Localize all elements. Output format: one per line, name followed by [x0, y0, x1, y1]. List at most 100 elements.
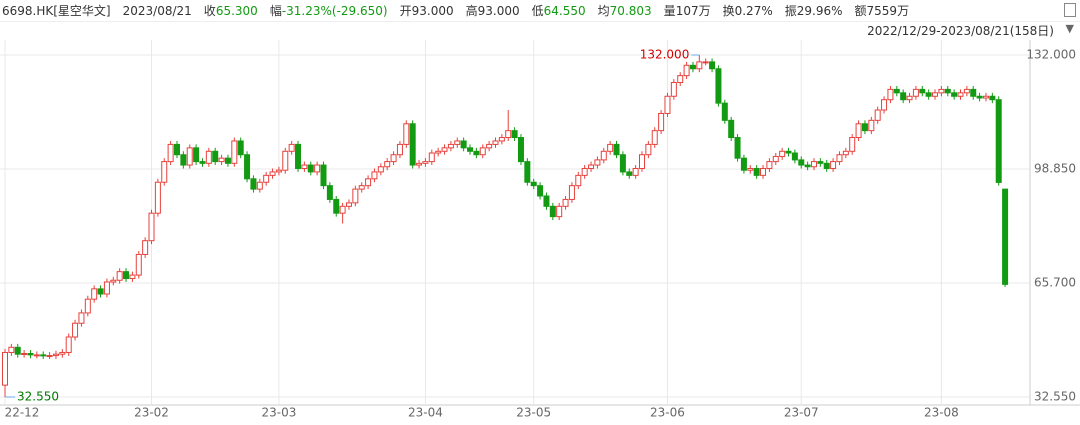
candle-body: [21, 352, 28, 355]
candle-body: [804, 164, 811, 168]
candle-body: [154, 181, 161, 214]
candle-body: [314, 164, 321, 173]
candle-body: [779, 150, 786, 157]
candle-body: [129, 274, 136, 280]
candle-body: [256, 181, 263, 190]
candle-body: [702, 61, 709, 64]
candle-body: [282, 150, 289, 171]
quote-label: 开: [399, 4, 412, 18]
quote-label: 高: [465, 4, 478, 18]
candle-body: [199, 161, 206, 164]
candle-body: [103, 281, 110, 295]
candle-body: [696, 61, 703, 70]
candle-body: [365, 178, 372, 187]
quote-label: 量: [663, 4, 676, 18]
candle-body: [568, 185, 575, 200]
candle-body: [747, 167, 754, 171]
candle-body: [989, 95, 996, 101]
candle-body: [855, 123, 862, 139]
candle-body: [734, 137, 741, 159]
candle-body: [842, 150, 849, 156]
candle-body: [581, 167, 588, 176]
candle-body: [670, 82, 677, 97]
candle-body: [683, 64, 690, 77]
candle-body: [626, 171, 633, 176]
candle-body: [938, 88, 945, 94]
quote-item: 换0.27%: [723, 2, 773, 19]
candle-body: [537, 185, 544, 197]
candle-body: [613, 143, 620, 156]
candle-body: [556, 205, 563, 218]
date: 2023/08/21: [122, 3, 192, 18]
candle-body: [511, 130, 518, 139]
candle-body: [269, 171, 276, 176]
candle-body: [320, 164, 327, 187]
candle-body: [887, 88, 894, 101]
quote-item: 高93.000: [466, 2, 520, 19]
candle-body: [345, 202, 352, 207]
quote-bar: 6698.HK[星空华文] 2023/08/21 收65.300 幅-31.23%…: [0, 0, 1080, 22]
quote-value: 70.803: [609, 4, 652, 18]
candle-body: [791, 152, 798, 161]
candle-body: [110, 279, 117, 283]
quote-label: 额: [854, 4, 867, 18]
candle-body: [14, 346, 21, 355]
x-tick-label: 23-03: [261, 406, 296, 420]
candle-body: [275, 169, 282, 173]
candle-body: [868, 119, 875, 132]
quote-label: 均: [597, 4, 610, 18]
y-tick-label: 65.700: [1034, 276, 1076, 290]
candle-body: [607, 143, 614, 152]
x-tick-label: 22-12: [5, 406, 40, 420]
candle-body: [517, 137, 524, 163]
candle-body: [785, 150, 792, 154]
candle-body: [588, 164, 595, 169]
range-dropdown[interactable]: ▼: [1065, 22, 1074, 35]
date-range[interactable]: 2022/12/29-2023/08/21(158日): [867, 24, 1054, 38]
candle-body: [639, 154, 645, 169]
candle-body: [193, 147, 200, 163]
candle-body: [2, 351, 8, 386]
x-tick-label: 23-02: [134, 406, 169, 420]
candle-body: [416, 162, 423, 166]
candle-body: [186, 147, 193, 166]
quote-label: 收: [203, 4, 216, 18]
candle-body: [8, 346, 15, 353]
candle-body: [173, 143, 180, 156]
candle-body: [441, 147, 448, 152]
candle-body: [944, 88, 951, 94]
candle-body: [594, 159, 601, 166]
candle-body: [212, 150, 219, 163]
quote-item: 开93.000: [400, 2, 454, 19]
candle-body: [52, 353, 59, 357]
x-tick-label: 23-04: [408, 406, 443, 420]
candle-body: [231, 140, 238, 164]
candle-body: [84, 298, 91, 314]
quote-item: 收65.300: [204, 2, 258, 19]
candle-body: [982, 95, 989, 99]
menu-icon[interactable]: [1064, 3, 1076, 17]
quote-label: 低: [531, 4, 544, 18]
candle-body: [135, 253, 142, 276]
candle-body: [976, 95, 983, 99]
quote-value: 64.550: [543, 4, 586, 18]
candle-body: [549, 205, 556, 218]
candle-body: [91, 288, 98, 300]
candle-body: [925, 92, 932, 97]
symbol: 6698.HK[星空华文]: [2, 4, 111, 18]
candle-body: [932, 92, 939, 97]
quote-item: 量107万: [664, 2, 711, 19]
candle-body: [753, 167, 760, 176]
candle-body: [505, 130, 512, 139]
candle-body: [951, 92, 958, 97]
quote-item: 幅-31.23%(-29.650): [270, 2, 388, 19]
quote-item: 振29.96%: [785, 2, 843, 19]
y-tick-label: 132.000: [1026, 48, 1076, 62]
candle-body: [995, 99, 1002, 183]
candle-body: [798, 159, 805, 166]
candle-body: [116, 271, 123, 281]
candle-body: [600, 150, 607, 161]
candle-body: [148, 212, 155, 242]
